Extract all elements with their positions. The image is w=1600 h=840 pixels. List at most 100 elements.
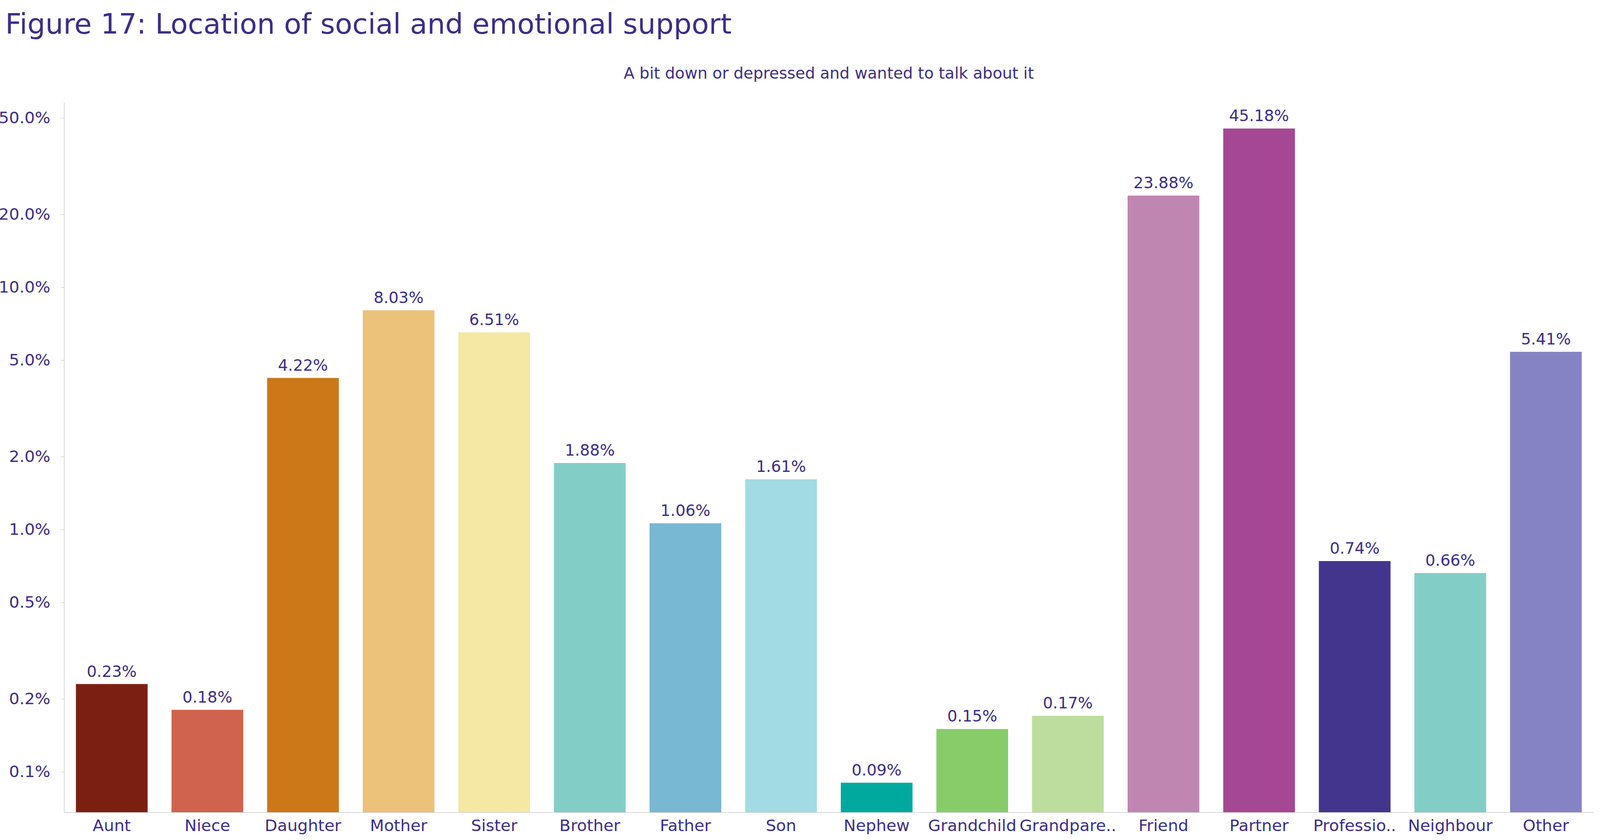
x-tick-label: Father (660, 815, 712, 835)
x-tick: Grandpare.. (1019, 812, 1117, 835)
x-tick-label: Niece (184, 815, 231, 835)
bar (362, 310, 435, 813)
bar (554, 462, 626, 813)
y-tick: 20.0% (0, 204, 64, 224)
x-tick: Partner (1229, 812, 1289, 835)
x-tick-label: Daughter (264, 815, 342, 835)
data-label: 45.18% (1228, 106, 1289, 125)
y-tick: 5.0% (8, 350, 64, 370)
x-tick: Grandchild (927, 812, 1017, 835)
x-tick: Father (660, 812, 712, 835)
x-tick: Daughter (264, 812, 342, 835)
data-label: 0.23% (87, 662, 137, 681)
y-tick-label: 10.0% (0, 277, 51, 297)
data-label: 8.03% (373, 288, 424, 307)
x-tick-label: Professio.. (1313, 815, 1397, 835)
y-tick: 2.0% (8, 446, 64, 466)
x-tick: Brother (559, 812, 621, 835)
x-tick-label: Other (1522, 815, 1570, 835)
y-tick-mark (60, 214, 64, 215)
y-tick-label: 20.0% (0, 204, 51, 224)
bar (840, 782, 913, 813)
x-tick: Mother (370, 812, 428, 835)
y-tick-mark (60, 117, 64, 119)
x-tick-label: Son (765, 815, 797, 835)
x-tick-label: Sister (470, 815, 518, 835)
bar (936, 728, 1009, 813)
y-tick: 50.0% (0, 107, 64, 127)
x-tick: Sister (470, 812, 518, 835)
x-tick: Aunt (92, 812, 132, 835)
x-tick-label: Neighbour (1408, 815, 1493, 835)
x-tick: Niece (184, 812, 231, 835)
y-tick-mark (60, 529, 64, 531)
bar (458, 332, 531, 813)
title: Figure 17: Location of social and emotio… (5, 7, 732, 41)
x-tick-label: Aunt (92, 815, 132, 835)
data-label: 23.88% (1133, 173, 1194, 192)
y-tick: 0.5% (8, 592, 64, 612)
bars (76, 128, 1582, 813)
bar (1509, 351, 1582, 813)
x-tick: Neighbour (1408, 812, 1493, 835)
y-tick: 0.1% (8, 761, 64, 781)
y-tick: 0.2% (8, 688, 64, 708)
data-label: 6.51% (469, 310, 520, 329)
bar (744, 479, 817, 813)
y-tick-label: 2.0% (8, 446, 51, 466)
bar (1032, 715, 1105, 813)
data-label: 0.17% (1042, 693, 1093, 712)
x-tick-label: Nephew (843, 815, 910, 835)
x-tick: Friend (1138, 812, 1189, 835)
y-tick-label: 0.1% (8, 761, 51, 781)
data-label: 0.15% (947, 706, 998, 726)
x-tick-label: Grandpare.. (1019, 815, 1117, 835)
x-tick: Nephew (843, 812, 910, 835)
x-tick: Son (765, 812, 797, 835)
plot: 0.23% 0.18% 4.22% 8.03% 6.51% 1.88% 1.06% 1.61%… (0, 102, 1595, 836)
bar (1223, 128, 1295, 813)
y-axis-line (63, 102, 65, 813)
y-tick-mark (60, 360, 64, 361)
data-label: 4.22% (277, 355, 328, 375)
bar (649, 523, 722, 813)
chart: Figure 17: Location of social and emotio… (0, 0, 1600, 840)
x-tick-label: Brother (559, 815, 621, 835)
y-tick-label: 5.0% (8, 350, 51, 370)
y-tick: 1.0% (8, 519, 64, 539)
data-label: 1.88% (564, 440, 615, 460)
bar (1414, 573, 1487, 813)
y-tick-mark (60, 602, 64, 603)
x-tick-label: Partner (1229, 815, 1289, 835)
y-tick-label: 0.5% (8, 592, 51, 612)
y-tick-label: 0.2% (8, 688, 51, 708)
y-axis: 0.1% 0.2% 0.5% 1.0% 2.0% 5.0% 10.0% 20.0% 50.0% (0, 102, 65, 813)
x-tick-label: Mother (370, 815, 428, 835)
x-tick: Professio.. (1313, 812, 1397, 835)
x-tick: Other (1522, 812, 1570, 835)
bar (1127, 195, 1200, 813)
data-label: 1.06% (660, 501, 711, 520)
y-tick-mark (60, 287, 64, 288)
y-tick-label: 1.0% (8, 519, 51, 539)
x-tick-label: Grandchild (927, 815, 1017, 835)
data-label: 5.41% (1520, 329, 1571, 349)
x-axis: Aunt Niece Daughter Mother Sister Brother Fath… (64, 812, 1595, 835)
bar (267, 377, 340, 813)
x-tick-label: Friend (1138, 815, 1189, 835)
x-axis-line (64, 812, 1595, 813)
data-label: 0.66% (1425, 550, 1476, 570)
data-labels: 0.23% 0.18% 4.22% 8.03% 6.51% 1.88% 1.06% 1.61%… (87, 106, 1572, 780)
subtitle: A bit down or depressed and wanted to ta… (623, 63, 1035, 83)
data-label: 0.74% (1329, 538, 1380, 558)
y-tick-mark (60, 698, 64, 700)
y-tick-label: 50.0% (0, 107, 51, 127)
data-label: 1.61% (755, 457, 806, 476)
data-label: 0.09% (851, 760, 902, 780)
data-label: 0.18% (182, 687, 233, 707)
y-tick-mark (60, 456, 64, 458)
y-tick: 10.0% (0, 277, 64, 297)
bar (171, 709, 244, 813)
bar (1319, 560, 1391, 813)
y-tick-mark (60, 771, 64, 773)
